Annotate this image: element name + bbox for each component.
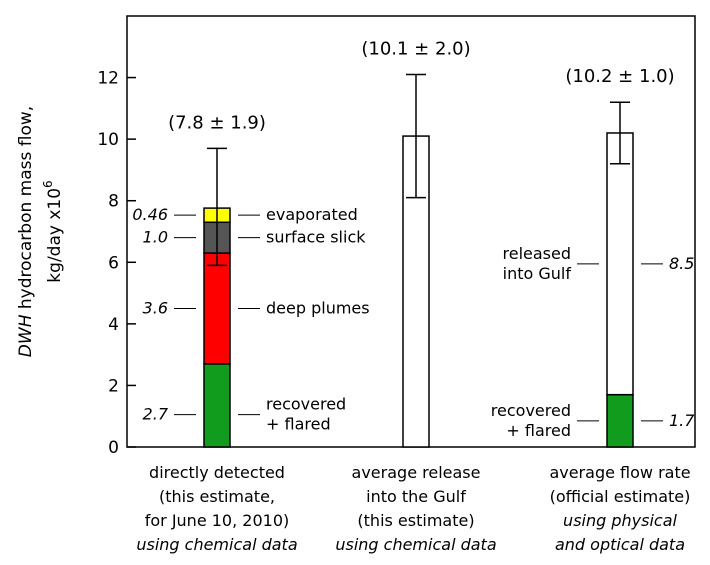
category-label: (this estimate): [357, 511, 474, 530]
bar-segment-average-flow-rate-1: [606, 132, 634, 396]
category-label: average flow rate: [549, 463, 690, 482]
category-method-label: and optical data: [555, 535, 685, 554]
segment-value-label: 1.7: [669, 411, 695, 430]
bar-segment-directly-detected-0: [203, 363, 231, 448]
y-tick-label: 10: [97, 130, 119, 150]
category-label: (this estimate,: [159, 487, 275, 506]
segment-value-label: 8.5: [669, 254, 694, 273]
y-tick-label: 6: [108, 253, 119, 273]
y-tick-label: 4: [108, 315, 119, 335]
y-axis-label-group: DWH hydrocarbon mass flow, kg/day x106: [16, 106, 65, 357]
segment-name-label: deep plumes: [266, 298, 370, 317]
segment-value-label: 3.6: [143, 298, 168, 317]
segment-name-label: + flared: [506, 421, 571, 440]
y-axis-label-italic: DWH: [16, 314, 36, 357]
category-method-label: using physical: [563, 511, 677, 530]
y-axis-label: DWH hydrocarbon mass flow, kg/day x106: [16, 106, 65, 357]
segment-name-label: + flared: [266, 415, 331, 434]
category-label: (official estimate): [550, 487, 691, 506]
segment-name-label: recovered: [266, 395, 346, 414]
total-label: (10.2 ± 1.0): [565, 66, 674, 87]
category-labels: directly detected (this estimate, for June…: [136, 463, 690, 554]
segment-name-label: into Gulf: [503, 264, 572, 283]
segment-value-label: 1.0: [143, 228, 168, 247]
bar-segment-directly-detected-1: [203, 252, 231, 365]
category-method-label: using chemical data: [136, 535, 297, 554]
y-axis-label-line2: kg/day x106: [41, 180, 65, 282]
segment-name-label: evaporated: [266, 205, 358, 224]
segment-name-label: recovered: [491, 401, 571, 420]
total-label: (7.8 ± 1.9): [168, 112, 266, 133]
segment-name-label: surface slick: [266, 228, 366, 247]
total-label: (10.1 ± 2.0): [361, 38, 470, 59]
y-axis-label-unit: kg/day x10: [45, 188, 65, 283]
y-axis-ticks: 0 2 4 6 8 10 12: [97, 69, 136, 458]
y-tick-label: 12: [97, 69, 119, 89]
category-label: into the Gulf: [366, 487, 466, 506]
bars: [203, 73, 634, 448]
y-axis-label-rest: hydrocarbon mass flow,: [16, 106, 36, 315]
category-label: average release: [352, 463, 481, 482]
segment-value-label: 2.7: [143, 405, 169, 424]
y-tick-label: 8: [108, 192, 119, 212]
y-tick-label: 0: [108, 438, 119, 458]
y-axis-label-exponent: 6: [41, 180, 55, 188]
category-method-label: using chemical data: [335, 535, 496, 554]
bar-segment-average-flow-rate-0: [606, 393, 634, 448]
category-label: directly detected: [149, 463, 285, 482]
segment-value-label: 0.46: [132, 205, 168, 224]
y-axis-label-line1: DWH hydrocarbon mass flow,: [16, 106, 36, 357]
category-label: for June 10, 2010): [145, 511, 290, 530]
y-tick-label: 2: [108, 376, 119, 396]
segment-name-label: released: [503, 244, 572, 263]
